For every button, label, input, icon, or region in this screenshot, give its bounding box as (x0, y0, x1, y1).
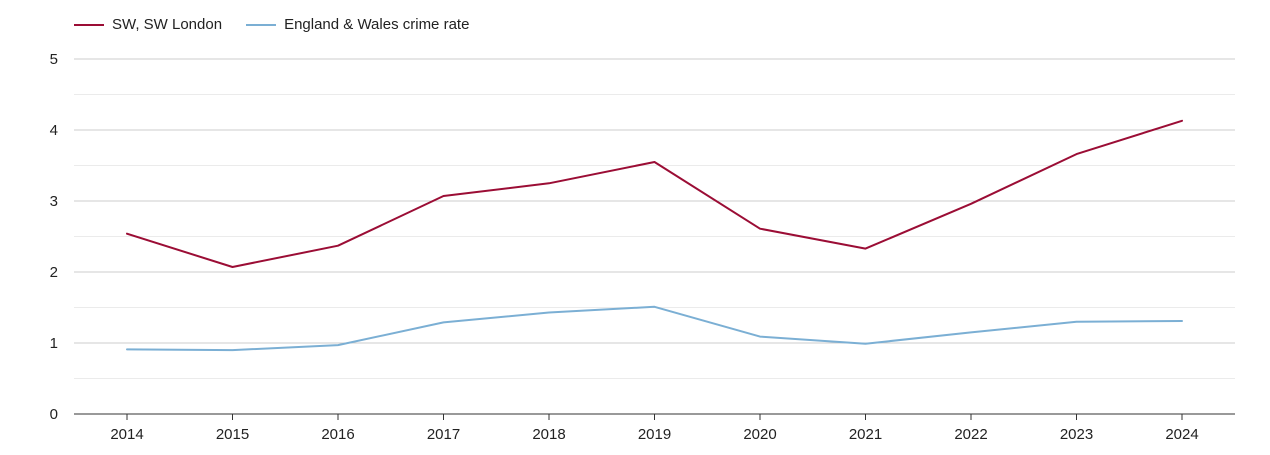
x-tick-label: 2016 (321, 426, 354, 443)
x-tick-label: 2018 (532, 426, 565, 443)
series-line-england-wales (126, 305, 1183, 352)
x-tick-label: 2020 (743, 426, 776, 443)
legend-swatch-sw-london (74, 23, 104, 26)
y-tick-label: 1 (50, 335, 58, 352)
legend: SW, SW London England & Wales crime rate (74, 16, 469, 33)
y-tick-label: 0 (50, 406, 58, 423)
x-tick-label: 2023 (1060, 426, 1093, 443)
legend-item-sw-london[interactable]: SW, SW London (74, 16, 222, 33)
x-tick-label: 2022 (954, 426, 987, 443)
x-tick-label: 2024 (1165, 426, 1198, 443)
x-tick-label: 2019 (638, 426, 671, 443)
series-line-sw-london (126, 119, 1183, 268)
y-tick-label: 3 (50, 193, 58, 210)
legend-swatch-england-wales (246, 23, 277, 26)
legend-item-england-wales[interactable]: England & Wales crime rate (246, 16, 469, 33)
y-tick-label: 4 (50, 122, 58, 139)
x-tick-label: 2014 (110, 426, 143, 443)
x-tick-label: 2021 (849, 426, 882, 443)
y-tick-label: 5 (50, 51, 58, 68)
x-tick-label: 2017 (427, 426, 460, 443)
legend-label-sw-london: SW, SW London (112, 16, 223, 33)
y-tick-label: 2 (50, 264, 58, 281)
legend-label-england-wales: England & Wales crime rate (284, 16, 470, 33)
x-tick-label: 2015 (216, 426, 249, 443)
